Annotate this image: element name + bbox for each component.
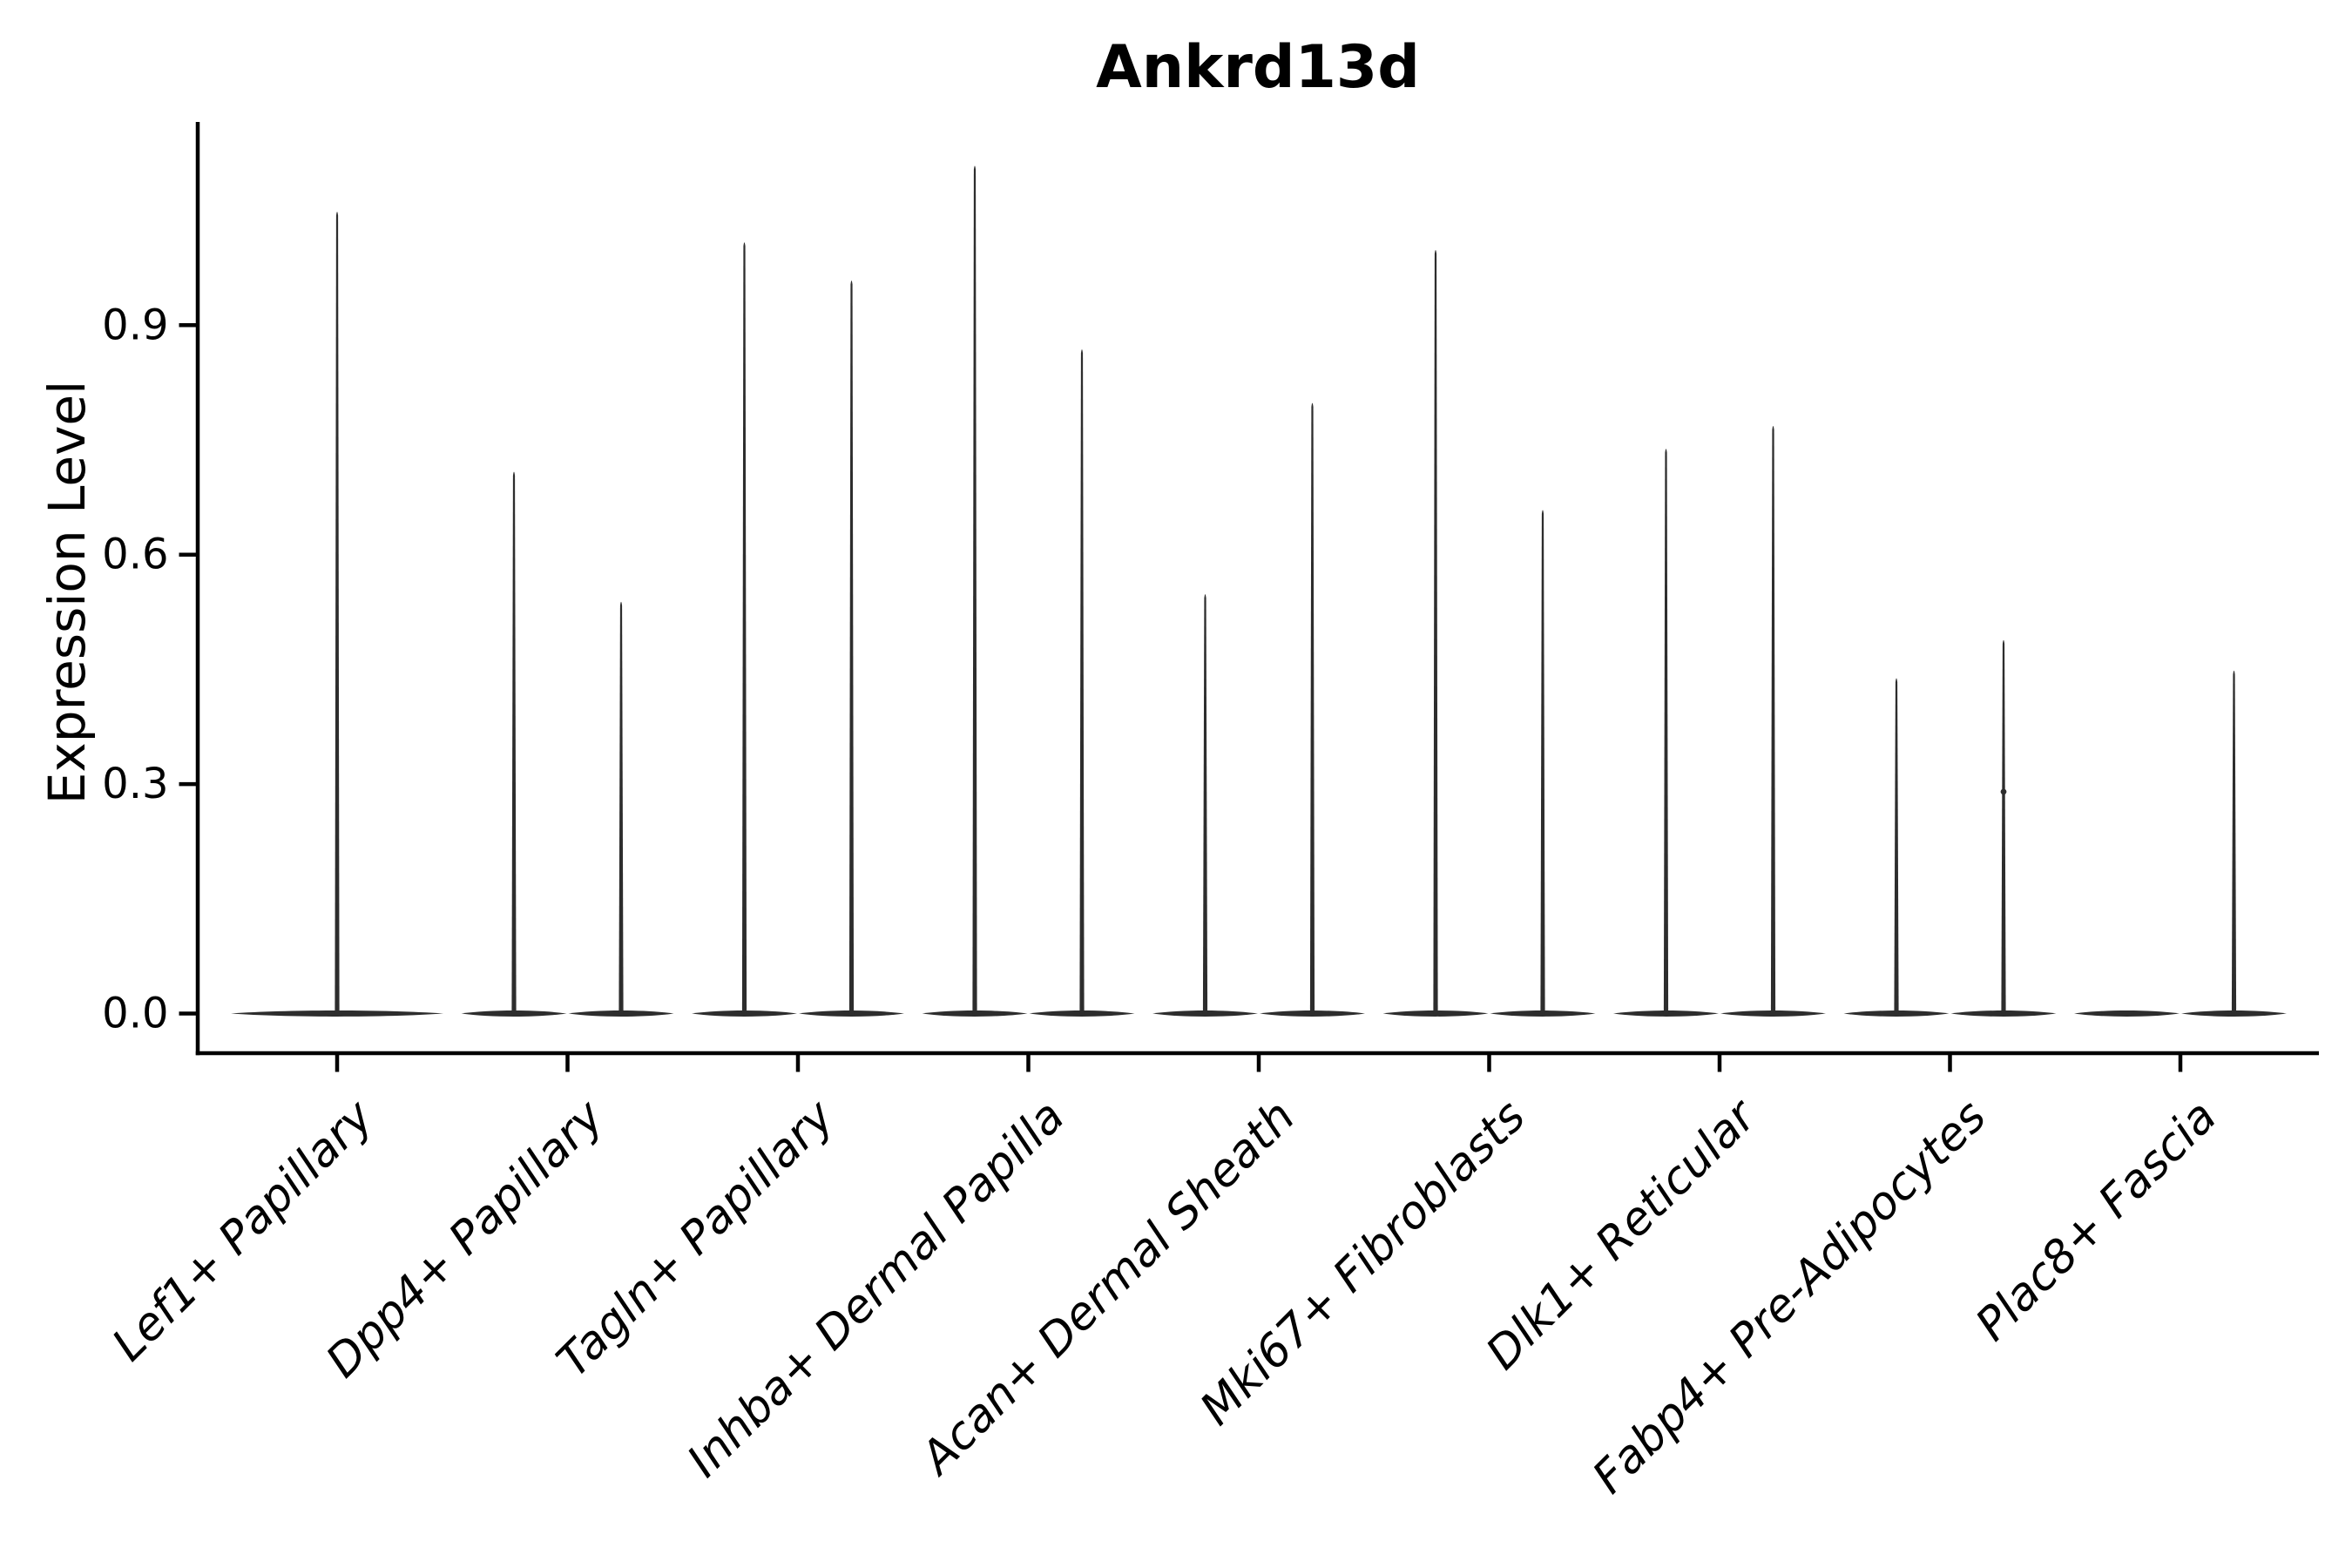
chart-title: Ankrd13d	[1096, 33, 1420, 102]
violin-spike	[1433, 250, 1438, 1015]
violin	[1382, 250, 1489, 1017]
x-tick-label: Fabp4+ Pre-Adipocytes	[1583, 1091, 1997, 1504]
y-tick-label: 0.3	[102, 760, 168, 808]
violin-spike	[1770, 425, 1776, 1015]
violin	[2181, 670, 2287, 1017]
violin-spike	[1202, 594, 1208, 1015]
violin	[1029, 349, 1135, 1017]
density-knob	[2000, 788, 2007, 795]
violin-spike	[2001, 639, 2006, 1015]
violin	[1843, 678, 1950, 1017]
violin-spike	[511, 471, 517, 1015]
x-tick-label: Inhba+ Dermal Papilla	[678, 1091, 1075, 1488]
violins	[231, 166, 2287, 1017]
violin	[1720, 425, 1826, 1017]
violin	[568, 601, 674, 1017]
x-tick-label: Plac8+ Fascia	[1966, 1091, 2227, 1351]
violin	[1490, 510, 1596, 1017]
violin	[799, 280, 904, 1017]
violin	[1950, 639, 2057, 1017]
violin	[922, 166, 1028, 1017]
violin-spike	[972, 166, 977, 1015]
y-tick-label: 0.9	[102, 301, 168, 349]
y-tick-label: 0.6	[102, 531, 168, 579]
x-tick-label: Acan+ Dermal Sheath	[909, 1091, 1305, 1486]
violin-spike	[1894, 678, 1899, 1015]
violin	[461, 471, 567, 1017]
violin-spike	[848, 280, 855, 1015]
violin-spike	[1079, 349, 1085, 1015]
violin	[1152, 594, 1258, 1017]
y-axis-label: Expression Level	[37, 381, 97, 804]
y-axis-ticks: 0.0 0.3 0.6 0.9	[102, 301, 198, 1038]
violin	[1613, 449, 1719, 1017]
violin-spike	[2231, 670, 2237, 1015]
violin	[1260, 402, 1365, 1017]
violin-spike	[1663, 449, 1669, 1015]
violin	[2074, 1010, 2180, 1017]
violin-spike	[335, 212, 340, 1015]
violin-spike	[618, 601, 624, 1015]
violin-base	[2074, 1010, 2180, 1017]
violin	[231, 212, 443, 1017]
y-tick-label: 0.0	[102, 990, 168, 1038]
violin-spike	[741, 242, 747, 1015]
violin	[692, 242, 797, 1017]
violin-spike	[1540, 510, 1545, 1015]
violin-spike	[1309, 402, 1315, 1015]
